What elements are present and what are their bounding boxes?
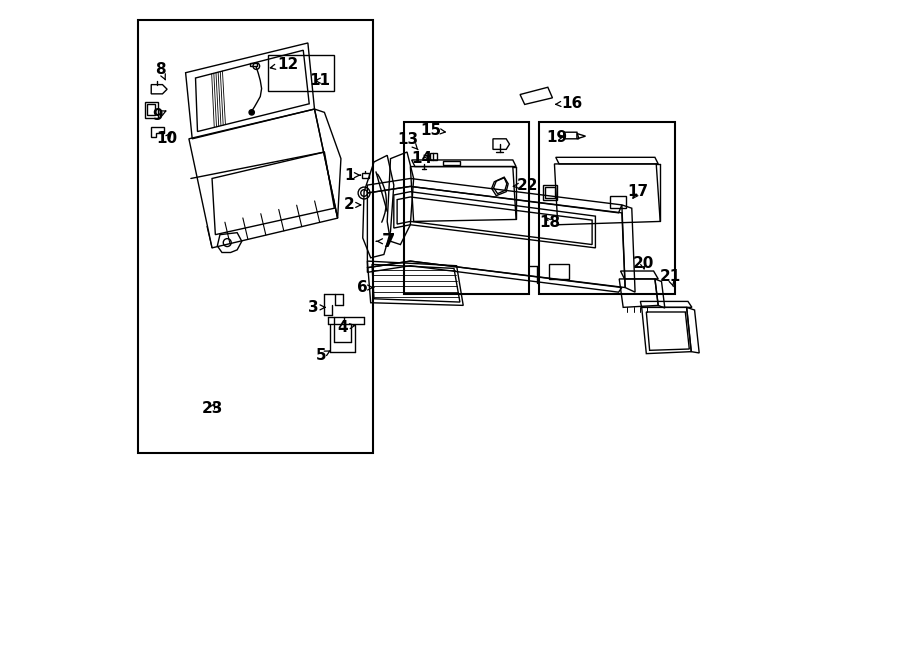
Bar <box>404 122 529 294</box>
Text: 8: 8 <box>155 62 166 80</box>
Text: 15: 15 <box>420 123 446 137</box>
Text: 20: 20 <box>633 256 653 271</box>
Bar <box>549 264 569 279</box>
Text: 21: 21 <box>660 269 680 287</box>
Text: 2: 2 <box>344 198 361 212</box>
Text: 16: 16 <box>555 96 583 110</box>
Text: 6: 6 <box>357 280 374 295</box>
Text: 22: 22 <box>513 178 538 192</box>
Text: 4: 4 <box>338 320 355 334</box>
Bar <box>268 55 334 91</box>
Text: 13: 13 <box>398 132 418 150</box>
Text: 10: 10 <box>157 131 177 145</box>
Text: 9: 9 <box>152 108 166 122</box>
Text: 17: 17 <box>627 184 648 199</box>
Text: 1: 1 <box>345 168 360 182</box>
Text: 12: 12 <box>270 57 299 71</box>
Text: 14: 14 <box>411 151 432 166</box>
Bar <box>539 122 675 294</box>
Text: 23: 23 <box>202 401 222 416</box>
Text: 7: 7 <box>376 232 395 251</box>
Text: 5: 5 <box>316 348 330 363</box>
Bar <box>610 196 626 208</box>
Circle shape <box>249 110 255 115</box>
Bar <box>444 161 460 165</box>
Text: 18: 18 <box>539 215 561 230</box>
Text: 19: 19 <box>546 130 568 145</box>
Text: 11: 11 <box>310 73 330 88</box>
Bar <box>138 20 373 453</box>
Text: 3: 3 <box>308 300 325 315</box>
